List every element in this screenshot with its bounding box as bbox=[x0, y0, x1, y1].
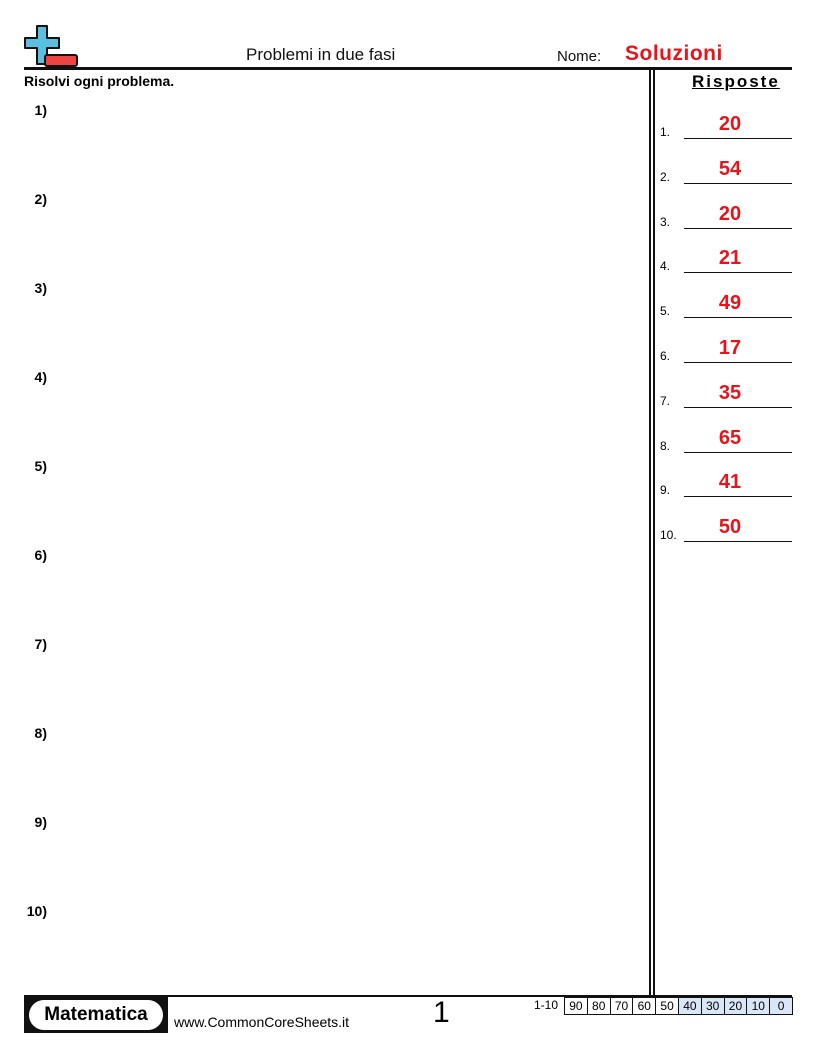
score-cell: 10 bbox=[746, 998, 770, 1014]
answer-row: 1. 20 bbox=[660, 109, 792, 139]
score-table: 90 80 70 60 50 40 30 20 10 0 bbox=[564, 997, 793, 1015]
problem-number: 8) bbox=[34, 725, 47, 741]
answer-line bbox=[684, 496, 792, 498]
column-divider bbox=[653, 69, 655, 996]
answer-number: 1. bbox=[660, 125, 671, 139]
brand-label: Matematica bbox=[29, 1000, 163, 1030]
brand-badge: Matematica bbox=[24, 997, 168, 1033]
score-cell: 50 bbox=[655, 998, 678, 1014]
answer-line bbox=[684, 541, 792, 543]
problem-number: 4) bbox=[34, 369, 47, 385]
footer-divider bbox=[24, 995, 792, 997]
answer-row: 3. 20 bbox=[660, 199, 792, 229]
answers-heading: Risposte bbox=[692, 72, 780, 91]
problem-number: 6) bbox=[34, 547, 47, 563]
problem-number: 3) bbox=[34, 280, 47, 296]
worksheet-title: Problemi in due fasi bbox=[246, 45, 396, 64]
score-cell: 60 bbox=[632, 998, 655, 1014]
answer-number: 7. bbox=[660, 393, 671, 408]
answer-row: 10. 50 bbox=[660, 512, 792, 543]
score-cell: 90 bbox=[569, 999, 583, 1013]
answer-number: 8. bbox=[660, 438, 671, 453]
logo-plus-minus-icon bbox=[24, 25, 78, 67]
score-cell: 0 bbox=[769, 998, 792, 1014]
problem-number: 7) bbox=[34, 636, 47, 652]
answer-value: 21 bbox=[718, 247, 742, 270]
answer-number: 4. bbox=[660, 259, 671, 274]
answer-row: 8. 65 bbox=[660, 423, 792, 453]
score-cell: 30 bbox=[700, 998, 724, 1014]
answer-line bbox=[684, 182, 792, 184]
score-cell: 70 bbox=[609, 998, 633, 1014]
answer-line bbox=[684, 406, 792, 408]
answer-row: 2. 54 bbox=[660, 154, 792, 184]
answer-number: 5. bbox=[660, 304, 671, 319]
answer-value: 49 bbox=[718, 292, 742, 315]
score-cell: 20 bbox=[723, 998, 747, 1014]
answer-number: 2. bbox=[660, 169, 671, 184]
header-divider bbox=[24, 67, 792, 70]
answer-number: 3. bbox=[660, 214, 671, 229]
name-label: Nome: bbox=[557, 48, 602, 65]
answer-line bbox=[684, 138, 792, 139]
instructions: Risolvi ogni problema. bbox=[24, 73, 175, 89]
answer-value: 65 bbox=[718, 426, 742, 449]
answer-line bbox=[684, 272, 792, 274]
name-value: Soluzioni bbox=[625, 42, 723, 65]
answer-value: 50 bbox=[718, 516, 742, 539]
answer-number: 9. bbox=[660, 483, 671, 498]
score-cell: 40 bbox=[677, 998, 701, 1014]
answer-value: 41 bbox=[718, 471, 742, 494]
answer-value: 20 bbox=[718, 113, 742, 135]
answer-value: 54 bbox=[718, 157, 742, 180]
answer-number: 6. bbox=[660, 349, 671, 363]
answer-line bbox=[684, 451, 792, 453]
problem-number: 5) bbox=[34, 458, 47, 474]
answer-value: 20 bbox=[718, 202, 742, 225]
answer-number: 10. bbox=[660, 528, 677, 543]
answer-row: 6. 17 bbox=[660, 333, 792, 363]
answer-value: 35 bbox=[718, 381, 742, 404]
answer-line bbox=[684, 362, 792, 363]
answer-row: 9. 41 bbox=[660, 467, 792, 498]
answer-row: 5. 49 bbox=[660, 288, 792, 319]
problem-number: 1) bbox=[34, 102, 47, 118]
score-cell: 80 bbox=[586, 998, 610, 1014]
answer-line bbox=[684, 317, 792, 319]
problem-number: 9) bbox=[34, 814, 47, 830]
problem-number: 2) bbox=[34, 191, 47, 207]
problem-number: 10) bbox=[26, 903, 47, 919]
site-url: www.CommonCoreSheets.it bbox=[174, 1014, 350, 1030]
column-divider bbox=[649, 69, 651, 996]
page-number: 1 bbox=[433, 996, 450, 1029]
answer-value: 17 bbox=[718, 337, 742, 359]
answer-row: 4. 21 bbox=[660, 243, 792, 274]
answer-row: 7. 35 bbox=[660, 378, 792, 408]
score-label: 1-10 bbox=[534, 998, 559, 1012]
answer-line bbox=[684, 227, 792, 229]
